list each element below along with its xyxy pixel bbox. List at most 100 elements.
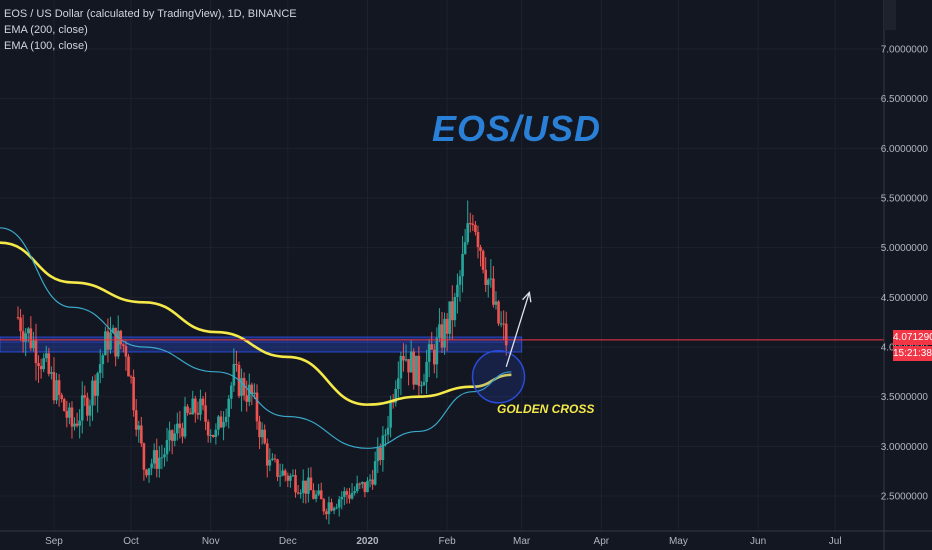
candle-body [188, 412, 192, 415]
candle-body [204, 405, 207, 422]
candle-body [353, 491, 356, 493]
candle-body [119, 330, 123, 345]
candle-body [481, 250, 485, 270]
candle-body [247, 384, 251, 402]
candle-body [420, 385, 423, 387]
candle-body [60, 394, 63, 400]
candle-body [70, 407, 74, 427]
y-tick-label: 3.5000000 [881, 392, 929, 403]
candle-body [137, 425, 141, 430]
candle-body [340, 496, 344, 500]
candle-body [412, 351, 416, 385]
candle-body [194, 398, 197, 413]
candle-body [435, 337, 439, 365]
candle-body [456, 284, 459, 298]
y-tick-label: 4.5000000 [881, 293, 929, 304]
candle-body [116, 330, 120, 357]
candle-body [106, 331, 110, 350]
candle-body [229, 385, 233, 399]
candle-body [294, 475, 297, 493]
candle-body [265, 443, 269, 466]
candle-body [253, 392, 256, 394]
candle-body [461, 253, 464, 277]
candle-body [366, 480, 369, 493]
candle-body [355, 483, 359, 492]
candle-body [301, 480, 305, 493]
candle-body [75, 423, 79, 426]
settings-icon[interactable] [884, 0, 896, 30]
candle-body [227, 398, 231, 417]
legend-symbol[interactable]: EOS / US Dollar (calculated by TradingVi… [4, 8, 297, 20]
candle-body [463, 242, 467, 254]
candle-body [319, 490, 323, 500]
candle-body [42, 358, 45, 370]
candle-body [83, 395, 87, 398]
candle-body [384, 434, 387, 436]
candle-body [286, 475, 290, 481]
candle-body [173, 433, 177, 441]
candle-body [363, 482, 367, 493]
candle-body [209, 434, 213, 436]
y-tick-label: 6.0000000 [881, 144, 929, 155]
candle-body [91, 380, 94, 406]
candle-body [479, 247, 482, 251]
candle-body [127, 356, 130, 377]
candle-body [242, 378, 246, 396]
candle-body [129, 376, 133, 378]
candle-body [163, 454, 166, 458]
y-tick-label: 2.5000000 [881, 492, 929, 503]
candle-body [122, 344, 125, 347]
y-tick-label: 6.5000000 [881, 94, 929, 105]
candle-body [47, 353, 51, 374]
candle-body [191, 398, 195, 415]
x-tick-label: May [669, 536, 688, 547]
candle-body [181, 428, 184, 437]
candle-body [381, 435, 385, 461]
candle-body [183, 406, 187, 437]
candle-body [407, 359, 410, 373]
candle-body [417, 355, 421, 386]
candle-body [29, 328, 33, 349]
candle-body [332, 508, 336, 511]
grid-lines [0, 0, 884, 531]
candle-body [273, 458, 277, 460]
candle-body [322, 499, 326, 512]
candle-body [337, 499, 341, 508]
x-tick-label: Jul [829, 536, 842, 547]
candle-body [422, 382, 426, 386]
candle-body [471, 223, 475, 225]
candle-body [304, 480, 308, 494]
candle-body [263, 429, 266, 444]
candle-body [474, 224, 477, 233]
candle-body [152, 450, 156, 464]
candle-body [389, 400, 392, 428]
candle-body [486, 279, 490, 285]
candle-body [142, 443, 146, 470]
candle-body [34, 340, 38, 364]
trend-arrow-line [505, 292, 530, 368]
chart-legend: EOS / US Dollar (calculated by TradingVi… [4, 6, 297, 54]
candle-body [224, 416, 228, 423]
candle-body [386, 427, 390, 435]
candle-body [371, 479, 374, 485]
candle-body [458, 276, 462, 285]
legend-ema200[interactable]: EMA (200, close) [4, 24, 88, 36]
candle-body [314, 494, 318, 499]
golden-cross-circle [471, 350, 526, 404]
resistance-zone-rect [0, 336, 523, 353]
candle-body [335, 507, 338, 509]
legend-ema100[interactable]: EMA (100, close) [4, 40, 88, 52]
candle-body [16, 317, 20, 319]
candle-body [450, 301, 454, 321]
candle-body [438, 324, 441, 338]
candle-body [62, 399, 66, 411]
candle-body [150, 463, 153, 469]
candle-body [312, 490, 315, 499]
candle-body [37, 363, 40, 367]
countdown-badge: 15:21:38 [893, 346, 932, 361]
candle-body [255, 392, 259, 422]
candle-body [111, 327, 115, 333]
y-tick-label: 5.5000000 [881, 194, 929, 205]
candle-body [440, 324, 444, 348]
